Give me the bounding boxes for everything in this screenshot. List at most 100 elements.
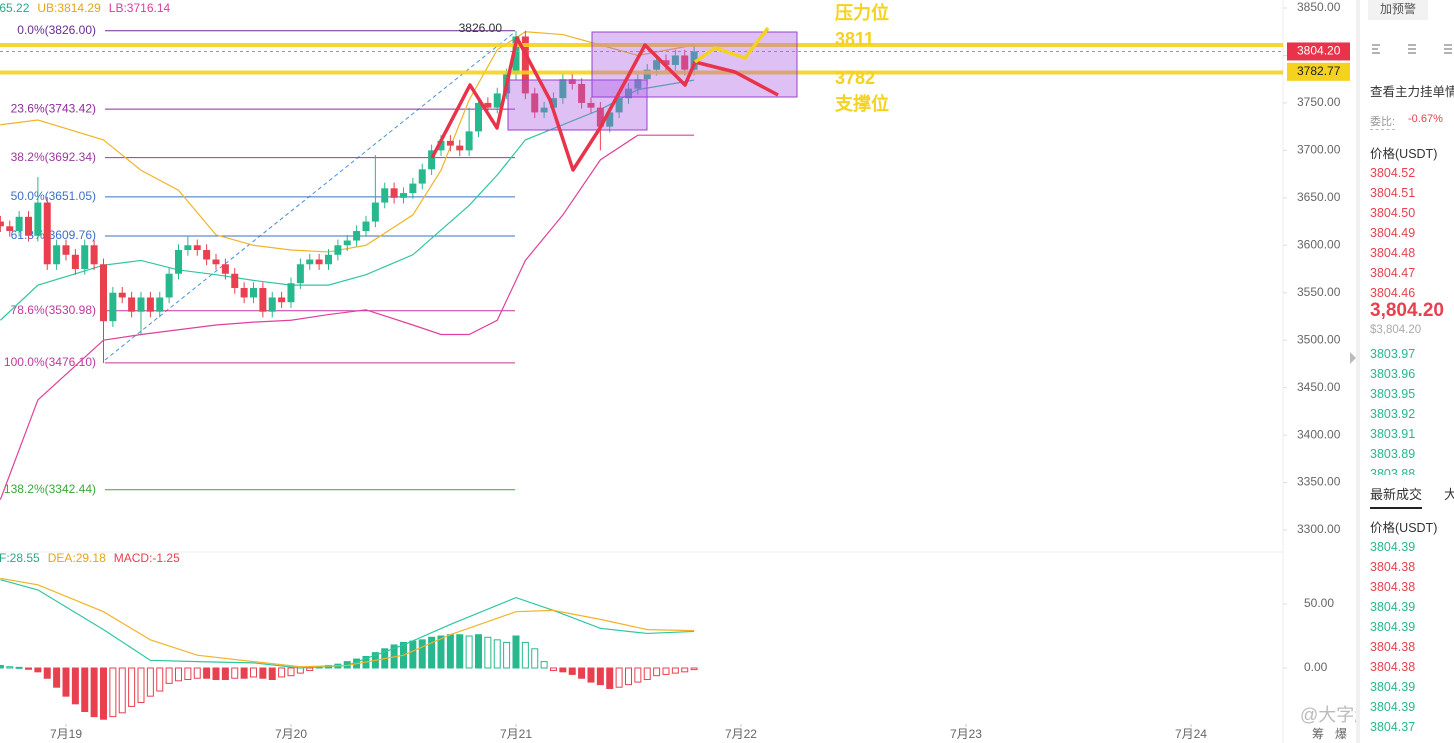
candle-body [184,245,192,251]
trade-price: 3804.38 [1370,660,1416,674]
macd-bar [587,667,595,683]
candle-body [62,245,70,255]
x-tick-label: 7月20 [275,727,307,741]
bids: 3803.97 3803.96 3803.95 3803.92 3803.91 3803.… [1360,347,1454,475]
macd-bar [306,667,314,672]
macd-bar [549,667,557,672]
icon[interactable] [1408,44,1416,54]
macd-bar [437,635,445,669]
macd-bar [662,667,670,675]
price-tag-label: 3804.20 [1297,44,1341,58]
y-tick-label: 3700.00 [1297,143,1341,157]
view-icons [1372,44,1452,54]
bid-price: 3803.96 [1370,367,1416,381]
candle-body [268,297,276,312]
y-tick-label: 3850.00 [1297,0,1341,14]
y-tick-label: 3750.00 [1297,95,1341,109]
alert-button[interactable]: 加预警 [1368,0,1428,20]
macd-bar [268,667,276,681]
chip-tab[interactable]: 筹 [1312,727,1324,741]
trade-price: 3804.39 [1370,540,1416,554]
panel-handle[interactable] [1350,352,1356,364]
macd-bar [428,636,436,669]
forecast-path-alt [693,26,770,64]
macd-bar [231,667,239,679]
candle-body [109,292,117,322]
macd-bar [446,634,454,669]
macd-bar [128,667,136,707]
macd-bar [24,667,32,670]
candle-body [549,98,557,108]
macd-bar [287,667,295,677]
trades-tab2[interactable]: 大 [1444,484,1454,503]
icon[interactable] [1444,44,1452,54]
candle-body [287,283,295,303]
icon[interactable] [1372,44,1380,54]
price-tag [1287,62,1350,81]
y-tick-label: 3300.00 [1297,522,1341,536]
macd-bar [531,648,539,669]
ask-price: 3804.47 [1370,266,1416,280]
candle-body [568,79,576,84]
x-tick-label: 7月19 [50,727,82,741]
trades: 3804.39 3804.38 3804.38 3804.39 3804.39 3804.… [1360,540,1454,743]
price-header: 价格(USDT) [1370,147,1438,161]
macd-bar [15,666,23,669]
macd-bar [71,667,79,705]
watermark: @大字趋势 [1300,705,1356,725]
candle-body [662,60,670,65]
candle-body [559,79,567,99]
fib-label: 138.2%(3342.44) [4,482,96,496]
macd-bar [615,667,623,688]
x-tick-label: 7月24 [1175,727,1207,741]
y2-tick-label: 50.00 [1304,596,1334,610]
macd-bar [6,666,14,669]
trade-price: 3804.37 [1370,720,1416,734]
last-price: 3,804.20 [1370,300,1444,321]
candle-body [681,55,689,70]
candle-body [399,193,407,198]
candle-body [203,250,211,260]
macd-bar [474,634,482,669]
fib-label: 61.8%(3609.76) [11,228,96,242]
y-tick-label: 3350.00 [1297,475,1341,489]
candle-body [231,273,239,288]
candle-body [362,221,370,232]
band-line [0,79,695,321]
y-tick-label: 3600.00 [1297,237,1341,251]
macd-bar [90,667,98,718]
price-tag-label: 3782.77 [1297,64,1341,78]
macd-bar [503,641,511,669]
fib-label: 23.6%(3743.42) [11,101,96,115]
macd-bar [493,639,501,669]
macd-bar [456,634,464,669]
depth-title[interactable]: 查看主力挂单情 [1370,85,1454,99]
candle-body [0,221,4,227]
high-label: 3826.00 [459,21,503,35]
candle-body [418,169,426,184]
candle-body [296,264,304,284]
macd-bar [559,667,567,673]
trade-price: 3804.39 [1370,620,1416,634]
trade-price: 3804.38 [1370,560,1416,574]
candle-body [615,98,623,113]
trade-price: 3804.38 [1370,640,1416,654]
macd-bar [409,640,417,669]
macd-bar [62,667,70,697]
y2-tick-label: 0.00 [1304,660,1328,674]
macd-bar [137,667,145,704]
macd-bar [278,667,286,678]
ask-price: 3804.46 [1370,286,1416,299]
macd-bar [240,667,248,679]
candle-body [671,55,679,65]
x-tick-label: 7月23 [950,727,982,741]
trades-tab[interactable]: 最新成交 [1370,484,1423,509]
macd-bar [99,667,107,720]
candle-body [474,102,482,132]
candle-body [221,264,229,274]
burst-tab[interactable]: 爆 [1335,727,1347,741]
candle-body [71,254,79,269]
y-tick-label: 3400.00 [1297,427,1341,441]
ask-price: 3804.52 [1370,166,1416,180]
